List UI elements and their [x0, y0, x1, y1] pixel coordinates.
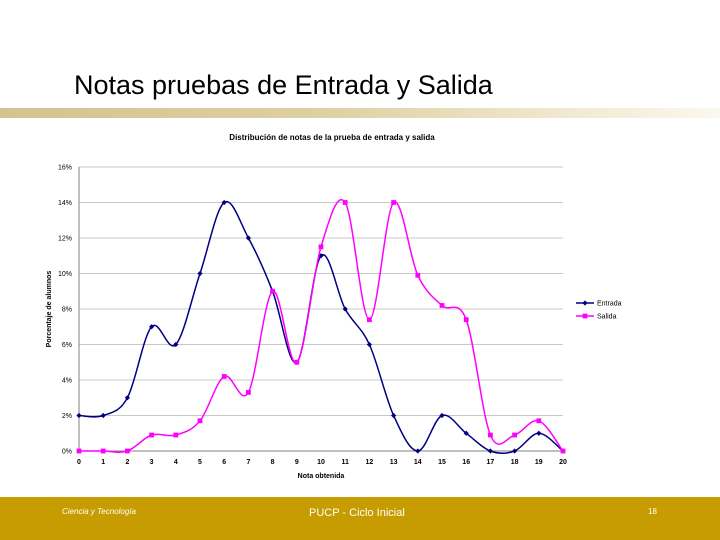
- data-point-salida: [488, 432, 493, 438]
- legend-marker-entrada: [582, 300, 588, 306]
- x-tick-label: 20: [559, 459, 567, 466]
- x-tick-label: 17: [487, 459, 495, 466]
- y-tick-label: 14%: [58, 200, 72, 207]
- legend-label-entrada: Entrada: [597, 301, 622, 308]
- data-point-salida: [221, 374, 227, 379]
- x-tick-label: 0: [77, 459, 81, 466]
- data-point-salida: [367, 317, 372, 323]
- x-tick-label: 4: [174, 459, 178, 466]
- y-tick-label: 10%: [58, 271, 72, 278]
- x-axis-label: Nota obtenida: [298, 473, 345, 480]
- data-point-salida: [318, 244, 324, 250]
- data-point-salida: [197, 418, 203, 424]
- y-tick-label: 2%: [62, 413, 72, 420]
- x-tick-label: 6: [222, 459, 226, 466]
- x-tick-label: 5: [198, 459, 202, 466]
- line-chart: Distribución de notas de la prueba de en…: [46, 133, 622, 480]
- x-tick-label: 16: [462, 459, 470, 466]
- x-tick-label: 1: [101, 459, 105, 466]
- data-point-entrada: [366, 341, 372, 348]
- x-tick-label: 8: [271, 459, 275, 466]
- data-point-entrada: [536, 430, 542, 436]
- data-point-salida: [439, 303, 445, 308]
- data-point-entrada: [391, 412, 397, 419]
- page-number: 18: [648, 507, 657, 516]
- data-point-entrada: [463, 430, 469, 436]
- x-tick-label: 14: [414, 459, 422, 466]
- data-point-entrada: [439, 412, 445, 419]
- data-point-entrada: [76, 412, 82, 419]
- data-point-entrada: [100, 412, 106, 419]
- chart-title: Distribución de notas de la prueba de en…: [229, 133, 435, 142]
- data-point-salida: [125, 448, 130, 454]
- data-point-entrada: [487, 448, 493, 454]
- data-point-salida: [391, 200, 396, 205]
- data-point-salida: [246, 390, 251, 395]
- x-tick-label: 9: [295, 459, 299, 466]
- y-tick-label: 0%: [62, 449, 72, 456]
- data-point-entrada: [124, 395, 130, 401]
- y-tick-label: 12%: [58, 236, 72, 243]
- x-tick-label: 19: [535, 459, 543, 466]
- data-point-salida: [270, 288, 275, 294]
- x-tick-label: 3: [150, 459, 154, 466]
- data-point-entrada: [149, 324, 155, 330]
- legend-label-salida: Salida: [597, 314, 617, 321]
- data-point-salida: [415, 272, 421, 278]
- data-point-entrada: [512, 448, 518, 454]
- data-point-entrada: [342, 306, 348, 312]
- data-point-salida: [512, 432, 517, 438]
- title-underline: [0, 108, 720, 118]
- series-line-salida: [79, 199, 564, 453]
- data-point-entrada: [221, 199, 227, 206]
- data-point-salida: [76, 448, 82, 454]
- data-point-salida: [463, 317, 469, 323]
- y-tick-label: 8%: [62, 307, 72, 314]
- data-point-salida: [149, 432, 154, 438]
- footer-center-label: PUCP - Ciclo Inicial: [309, 507, 405, 519]
- x-tick-label: 11: [341, 459, 349, 466]
- data-point-salida: [294, 359, 300, 365]
- data-point-salida: [100, 448, 106, 454]
- x-tick-label: 2: [125, 459, 129, 466]
- slide-title: Notas pruebas de Entrada y Salida: [74, 70, 493, 100]
- x-tick-label: 12: [366, 459, 374, 466]
- data-point-entrada: [415, 448, 421, 454]
- data-point-entrada: [197, 270, 203, 277]
- x-tick-label: 18: [511, 459, 519, 466]
- data-point-salida: [536, 418, 542, 424]
- data-point-entrada: [245, 235, 251, 241]
- data-point-salida: [560, 448, 566, 454]
- x-tick-label: 13: [390, 459, 398, 466]
- legend-marker-salida: [582, 313, 588, 319]
- footer-course-label: Ciencia y Tecnología: [62, 507, 136, 516]
- y-tick-label: 6%: [62, 342, 72, 349]
- y-axis-label: Porcentaje de alumnos: [46, 271, 53, 348]
- x-tick-label: 7: [246, 459, 250, 466]
- footer-bar: Ciencia y Tecnología PUCP - Ciclo Inicia…: [0, 497, 720, 540]
- y-tick-label: 16%: [58, 165, 72, 172]
- y-tick-label: 4%: [62, 378, 72, 385]
- x-tick-label: 15: [438, 459, 446, 466]
- x-tick-label: 10: [317, 459, 325, 466]
- data-point-salida: [342, 200, 348, 205]
- data-point-salida: [173, 432, 179, 438]
- data-point-entrada: [173, 341, 179, 348]
